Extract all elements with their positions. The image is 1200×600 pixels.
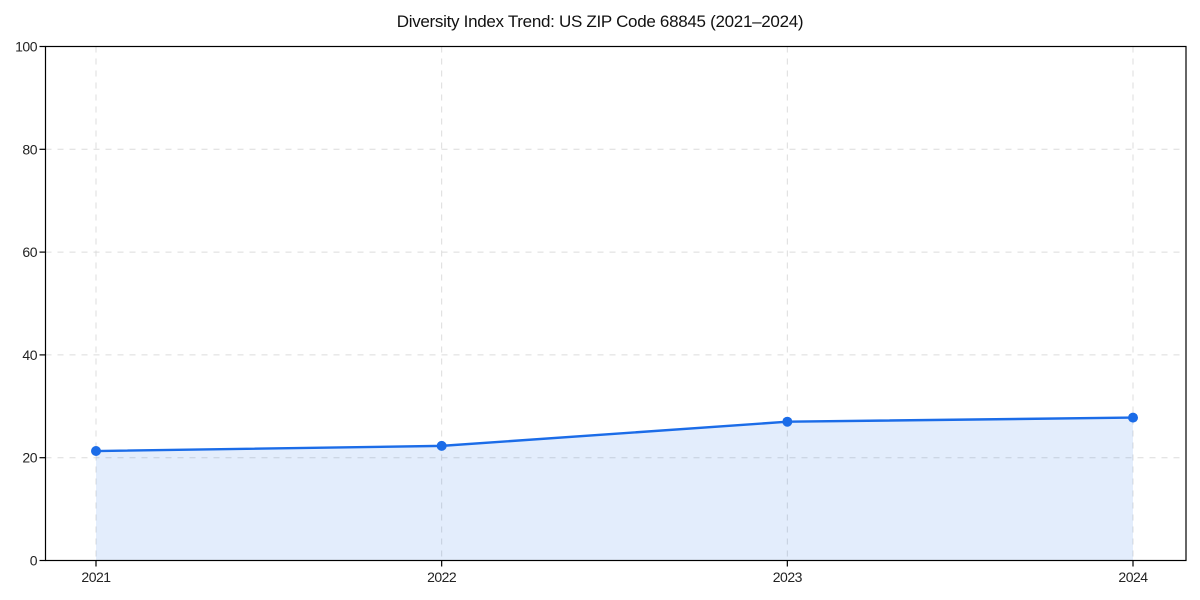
data-point-marker — [91, 446, 101, 457]
x-tick-label: 2024 — [1118, 569, 1148, 585]
data-point-marker — [436, 440, 447, 451]
y-tick-label: 0 — [30, 553, 38, 569]
y-tick-label: 100 — [15, 39, 38, 55]
x-tick-label: 2021 — [81, 569, 111, 585]
chart-title: Diversity Index Trend: US ZIP Code 68845… — [396, 12, 804, 31]
area-fill — [96, 417, 1133, 561]
y-tick-label: 60 — [22, 244, 37, 260]
y-tick-label: 40 — [22, 347, 37, 363]
x-tick-label: 2023 — [773, 569, 803, 585]
plot-border — [44, 45, 1187, 562]
y-tick-label: 80 — [22, 141, 37, 157]
data-point-marker — [782, 416, 793, 427]
trend-line — [94, 416, 1135, 453]
data-point-marker — [1128, 412, 1138, 423]
y-tick-label: 20 — [22, 450, 37, 466]
x-tick-label: 2022 — [427, 569, 457, 585]
